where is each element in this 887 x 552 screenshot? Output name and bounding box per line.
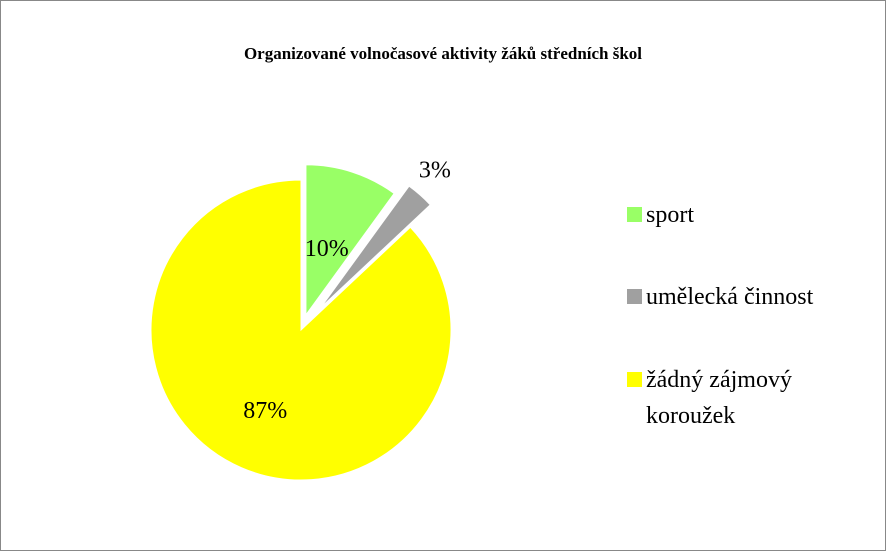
pie-slice (150, 179, 452, 481)
data-label: 87% (243, 398, 287, 424)
legend-swatch (627, 289, 642, 304)
legend-label: sport (646, 202, 694, 228)
legend-label: umělecká činnost (646, 284, 814, 310)
data-label: 3% (419, 158, 451, 184)
legend-swatch (627, 372, 642, 387)
data-label: 10% (305, 236, 349, 262)
pie-slice (320, 185, 431, 308)
chart-title: Organizované volnočasové aktivity žáků s… (244, 44, 642, 63)
legend-swatch (627, 207, 642, 222)
pie-slice (305, 164, 395, 317)
legend-label: žádný zájmový koroužek (646, 367, 792, 429)
